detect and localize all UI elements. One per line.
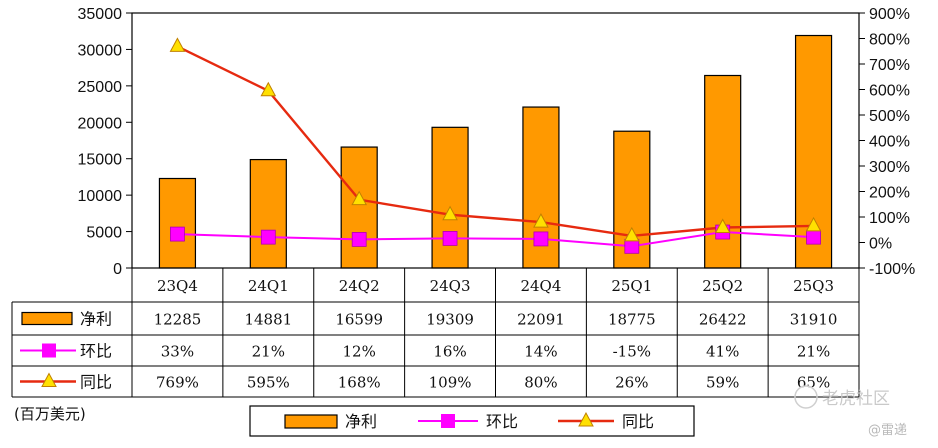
- plot-area-border: [131, 12, 860, 269]
- table-key-yoy-icon: [41, 372, 57, 387]
- watermark: 老虎社区 @雷递: [794, 385, 907, 438]
- table-cell: 769%: [156, 374, 199, 392]
- category-label: 23Q4: [157, 277, 198, 295]
- right-tick-label: 300%: [869, 159, 910, 176]
- right-tick-label: -100%: [869, 261, 915, 278]
- left-tick-label: 20000: [78, 115, 123, 132]
- right-tick-label: 500%: [869, 108, 910, 125]
- table-cell: 21%: [252, 343, 285, 361]
- plot-frame: [131, 12, 860, 269]
- right-tick-label: 700%: [869, 57, 910, 74]
- yoy-point-25Q2: [714, 218, 731, 233]
- watermark-text: 老虎社区: [822, 389, 890, 409]
- table-cell: 59%: [706, 374, 739, 392]
- qoq-point-24Q4: [533, 231, 549, 247]
- yoy-point-24Q3: [442, 205, 458, 221]
- table-cell: 26422: [699, 311, 747, 329]
- yoy-point-24Q1: [260, 81, 277, 97]
- yoy-point-24Q2: [351, 190, 368, 206]
- left-tick-label: 25000: [78, 79, 123, 96]
- category-label: 24Q4: [520, 277, 561, 295]
- right-tick-label: 0%: [869, 236, 892, 253]
- yoy-point-25Q3: [805, 216, 822, 232]
- qoq-point-24Q3: [442, 231, 458, 246]
- left-tick-label: 15000: [78, 152, 123, 169]
- bar-23Q4: [158, 177, 197, 269]
- legend-label-net-profit: 净利: [345, 412, 377, 431]
- table-cell: 12%: [343, 343, 376, 361]
- table-cell: 18775: [608, 311, 656, 329]
- row-label: 同比: [80, 373, 112, 392]
- bar-24Q3: [431, 126, 469, 269]
- row-label: 环比: [80, 342, 112, 361]
- right-axis-ticks: -100% 0% 100% 200% 300% 400% 500% 600% 700% 800% 9…: [859, 6, 915, 278]
- row-label: 净利: [80, 310, 112, 329]
- table-cell: 595%: [247, 374, 290, 392]
- right-tick-label: 600%: [869, 83, 910, 100]
- table-cell: 16599: [335, 311, 383, 329]
- table-cell: 31910: [790, 311, 838, 329]
- table-cell: -15%: [613, 343, 651, 361]
- table-cell: 80%: [524, 374, 557, 392]
- table-cell: 65%: [797, 374, 830, 392]
- yoy-point-25Q1: [623, 226, 640, 242]
- legend: 净利 环比 同比: [249, 405, 695, 437]
- table-cell: 19309: [426, 311, 474, 329]
- yoy-point-23Q4: [169, 37, 186, 52]
- right-tick-label: 900%: [869, 6, 910, 23]
- yoy-point-24Q4: [533, 213, 549, 228]
- left-tick-label: 30000: [78, 42, 123, 59]
- category-label: 25Q1: [611, 277, 652, 295]
- right-tick-label: 800%: [869, 32, 910, 49]
- unit-label: (百万美元): [14, 405, 86, 423]
- table-key-qoq-icon: [42, 343, 56, 358]
- watermark-logo-icon: [794, 385, 818, 409]
- table-cell: 21%: [797, 343, 830, 361]
- legend-net-profit-icon: [284, 414, 338, 429]
- right-tick-label: 200%: [869, 185, 910, 202]
- category-label: 24Q1: [248, 277, 289, 295]
- line-series: [169, 37, 822, 254]
- bar-24Q1: [249, 158, 287, 269]
- table-cell: 109%: [429, 374, 472, 392]
- watermark-subtext: @雷递: [868, 423, 907, 438]
- category-label: 24Q3: [430, 277, 471, 295]
- table-cell: 14%: [524, 343, 557, 361]
- qoq-point-25Q3: [806, 229, 821, 245]
- left-tick-label: 10000: [78, 188, 123, 205]
- yoy-line: [176, 45, 814, 238]
- left-tick-label: 35000: [78, 6, 123, 23]
- qoq-line: [177, 230, 814, 248]
- qoq-point-24Q1: [260, 229, 276, 245]
- legend-label-yoy: 同比: [622, 412, 654, 431]
- left-axis-ticks: 0 5000 10000 15000 20000 25000 30000 35000: [78, 6, 132, 278]
- table-cell: 33%: [161, 343, 194, 361]
- qoq-point-24Q2: [351, 232, 367, 247]
- legend-label-qoq: 环比: [486, 412, 518, 431]
- table-cell: 12285: [154, 311, 202, 329]
- legend-qoq-icon: [441, 414, 455, 428]
- table-cell: 16%: [433, 343, 466, 361]
- table-cell: 26%: [615, 374, 648, 392]
- right-tick-label: 100%: [869, 210, 910, 227]
- table-cell: 22091: [517, 311, 565, 329]
- table-cell: 168%: [338, 374, 381, 392]
- qoq-point-25Q1: [624, 238, 640, 254]
- category-label: 25Q2: [702, 277, 743, 295]
- right-tick-label: 400%: [869, 134, 910, 151]
- left-tick-label: 0: [113, 261, 122, 278]
- table-key-net-profit-icon: [21, 311, 73, 326]
- category-label: 24Q2: [339, 277, 380, 295]
- qoq-point-23Q4: [170, 226, 185, 242]
- left-tick-label: 5000: [86, 225, 122, 242]
- category-label: 25Q3: [793, 277, 834, 295]
- table-cell: 41%: [706, 343, 739, 361]
- data-table: 23Q4 24Q1 24Q2 24Q3 24Q4 25Q1 25Q2 25Q3 净利 12285 1…: [11, 268, 860, 398]
- bar-24Q2: [340, 146, 378, 269]
- table-cell: 14881: [244, 311, 292, 329]
- legend-yoy-icon: [578, 411, 594, 427]
